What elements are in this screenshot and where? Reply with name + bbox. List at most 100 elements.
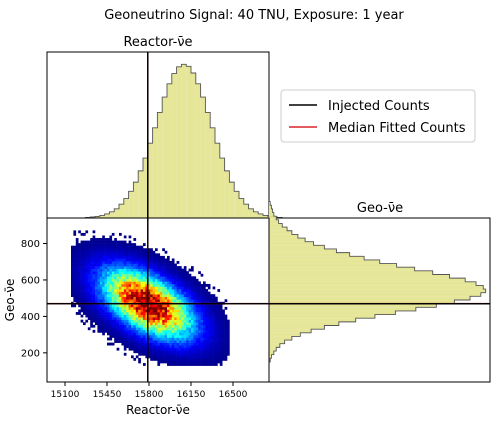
heatmap-cell	[80, 291, 84, 295]
heatmap-cell	[193, 355, 197, 359]
heatmap-cell	[90, 243, 93, 246]
heatmap-cell	[183, 347, 187, 351]
heatmap-cell	[162, 309, 165, 313]
heatmap-cell	[109, 271, 113, 275]
heatmap-cell	[87, 258, 91, 262]
heatmap-cell	[164, 294, 168, 298]
heatmap-cell	[200, 286, 204, 290]
heatmap-cell	[143, 342, 146, 346]
heatmap-cell	[176, 289, 180, 292]
heatmap-cell	[181, 357, 185, 361]
heatmap-cell	[73, 271, 77, 275]
heatmap-cell	[150, 312, 153, 315]
right-hist-bar	[269, 230, 292, 235]
heatmap-cell	[87, 243, 91, 246]
heatmap-cell	[215, 363, 218, 366]
heatmap-cell	[200, 283, 204, 287]
heatmap-cell	[107, 299, 110, 303]
heatmap-cell	[85, 248, 89, 252]
heatmap-cell	[157, 319, 161, 323]
heatmap-cell	[143, 248, 146, 252]
heatmap-cell	[183, 360, 187, 364]
heatmap-cell	[92, 312, 96, 315]
heatmap-cell	[219, 306, 223, 310]
heatmap-cell	[83, 299, 86, 303]
heatmap-cell	[159, 306, 163, 310]
top-hist-bar	[181, 64, 187, 218]
heatmap-cell	[198, 334, 201, 338]
heatmap-cell	[85, 255, 89, 259]
heatmap-cell	[75, 283, 79, 287]
heatmap-cell	[152, 294, 156, 298]
heatmap-cell	[159, 299, 163, 303]
heatmap-cell	[102, 255, 105, 259]
heatmap-cell	[138, 334, 141, 338]
heatmap-cell	[87, 273, 91, 277]
heatmap-cell	[131, 329, 134, 333]
heatmap-cell	[85, 263, 89, 267]
heatmap-cell	[87, 314, 91, 318]
heatmap-cell	[111, 273, 115, 277]
heatmap-cell	[143, 289, 146, 292]
heatmap-cell	[188, 273, 192, 277]
heatmap-cell	[138, 332, 141, 336]
heatmap-cell	[152, 340, 156, 343]
heatmap-cell	[97, 261, 101, 264]
heatmap-cell	[203, 360, 206, 364]
heatmap-cell	[92, 294, 96, 298]
heatmap-cell	[85, 319, 89, 323]
heatmap-cell	[193, 299, 197, 303]
heatmap-cell	[150, 324, 153, 328]
heatmap-cell	[152, 296, 156, 300]
heatmap-cell	[133, 299, 137, 303]
heatmap-cell	[174, 299, 177, 303]
heatmap-cell	[167, 283, 170, 287]
heatmap-cell	[107, 243, 110, 246]
heatmap-cell	[109, 304, 113, 308]
heatmap-cell	[169, 283, 173, 287]
heatmap-cell	[126, 322, 129, 326]
heatmap-cell	[164, 319, 168, 323]
heatmap-cell	[102, 278, 105, 282]
heatmap-cell	[97, 306, 101, 310]
heatmap-cell	[222, 342, 225, 346]
heatmap-cell	[143, 281, 146, 285]
heatmap-cell	[164, 250, 168, 254]
heatmap-cell	[191, 299, 194, 303]
heatmap-cell	[119, 332, 122, 336]
heatmap-cell	[71, 253, 74, 257]
heatmap-cell	[114, 289, 117, 292]
heatmap-cell	[207, 363, 211, 366]
heatmap-cell	[159, 322, 163, 326]
heatmap-cell	[147, 255, 151, 259]
heatmap-cell	[200, 324, 204, 328]
heatmap-cell	[87, 294, 91, 298]
heatmap-cell	[95, 271, 98, 275]
heatmap-cell	[119, 304, 122, 308]
heatmap-cell	[73, 232, 77, 236]
heatmap-cell	[157, 314, 161, 318]
heatmap-cell	[174, 332, 177, 336]
heatmap-cell	[164, 281, 168, 285]
heatmap-cell	[119, 278, 122, 282]
heatmap-cell	[183, 309, 187, 313]
heatmap-cell	[133, 266, 137, 269]
heatmap-cell	[207, 327, 211, 331]
top-hist-bar	[152, 127, 158, 218]
heatmap-cell	[121, 342, 125, 346]
heatmap-cell	[155, 296, 158, 300]
heatmap-cell	[183, 342, 187, 346]
heatmap-cell	[99, 273, 103, 277]
y-tick-label: 800	[21, 239, 40, 250]
heatmap-cell	[193, 278, 197, 282]
heatmap-cell	[155, 329, 158, 333]
heatmap-cell	[186, 357, 189, 361]
heatmap-cell	[121, 319, 125, 323]
heatmap-cell	[205, 340, 209, 343]
legend-box	[280, 89, 476, 143]
heatmap-cell	[126, 329, 129, 333]
heatmap-cell	[71, 273, 74, 277]
heatmap-cell	[186, 312, 189, 315]
heatmap-cell	[164, 337, 168, 341]
heatmap-cell	[126, 266, 129, 269]
